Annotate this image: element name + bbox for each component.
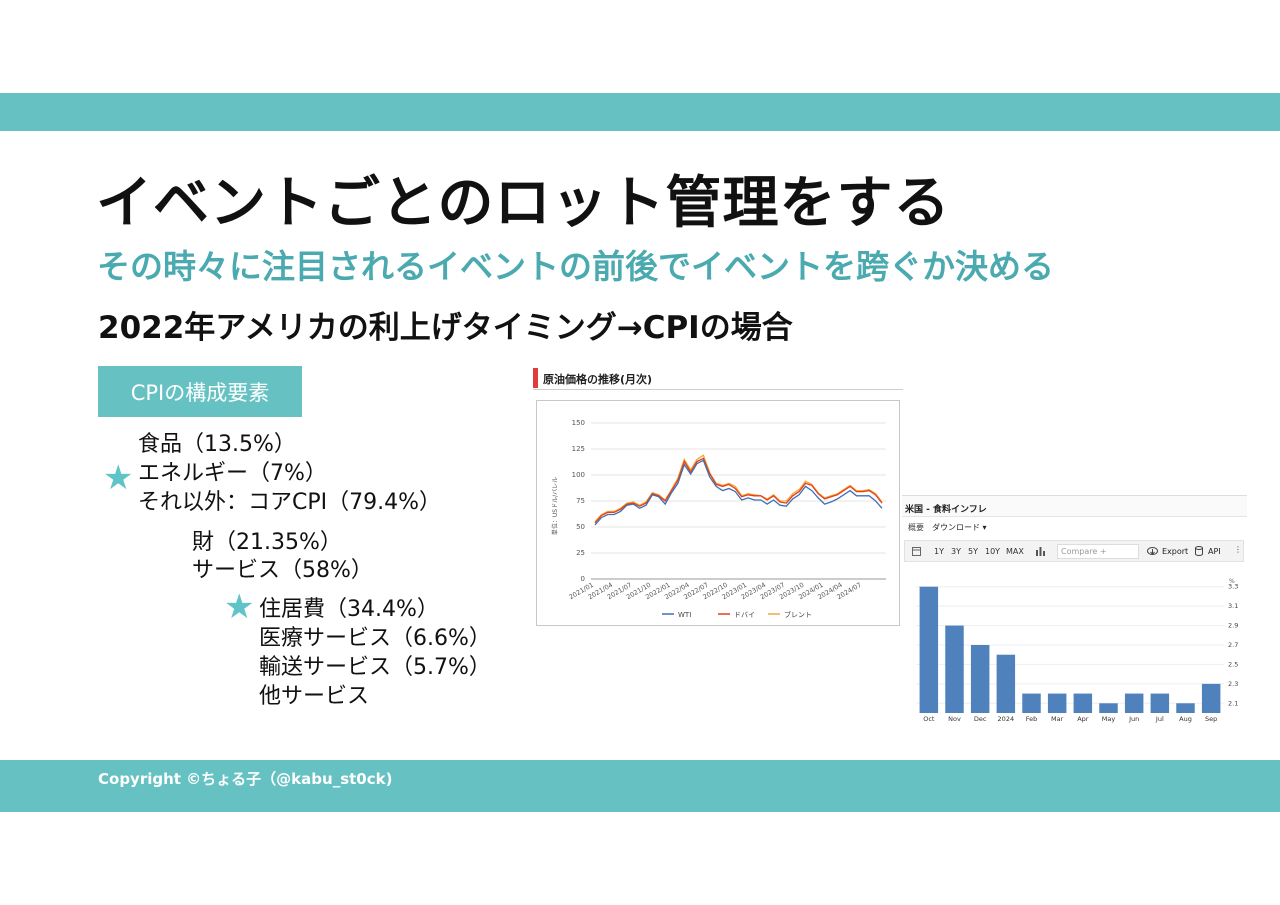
compare-input[interactable]: Compare +: [1057, 544, 1139, 559]
inflation-bar: [1124, 693, 1144, 713]
copyright-text: Copyright ©ちょる子（@kabu_st0ck): [98, 770, 393, 788]
oil-ytick-label: 75: [576, 497, 585, 505]
oil-chart-title: 原油価格の推移(月次): [543, 373, 653, 386]
food-inflation-panel: 米国 - 食料インフレ 概要 ダウンロード ▾ 1Y 3Y 5Y 10Y MAX…: [902, 495, 1247, 727]
inflation-bar: [1176, 703, 1195, 713]
oil-ytick-label: 50: [576, 523, 585, 531]
chart-toolbar: 1Y 3Y 5Y 10Y MAX Compare + Export API ⋮: [904, 540, 1244, 562]
inflation-bar: [1022, 693, 1041, 713]
oil-chart-ylabel: 単位：USドル/バレル: [551, 477, 559, 535]
oil-price-chart: 単位：USドル/バレル 02550751001251502021/012021/…: [551, 419, 886, 619]
cpi-item-core: それ以外：コアCPI（79.4%）: [138, 490, 442, 515]
inflation-ytick-label: 2.9: [1228, 622, 1238, 630]
inflation-ytick-label: 2.7: [1228, 641, 1238, 649]
range-5y-button[interactable]: 5Y: [968, 547, 978, 556]
cpi-item-other: 他サービス: [259, 684, 370, 709]
star-icon: ★: [224, 587, 255, 627]
slide-title: イベントごとのロット管理をする: [96, 171, 951, 236]
star-icon: ★: [103, 458, 134, 498]
oil-ytick-label: 125: [572, 445, 585, 453]
oil-series-line-2: [594, 454, 883, 523]
cpi-item-services: サービス（58%）: [192, 558, 373, 583]
oil-chart-rule: [533, 389, 903, 390]
oil-chart-frame: [536, 400, 900, 626]
range-3y-button[interactable]: 3Y: [951, 547, 961, 556]
inflation-chart-unit: %: [1229, 578, 1235, 585]
inflation-category-label: Dec: [974, 715, 987, 723]
oil-legend-label: ドバイ: [734, 611, 755, 619]
inflation-bar: [919, 586, 939, 713]
inflation-ytick-label: 2.1: [1228, 699, 1238, 707]
overview-tab[interactable]: 概要: [908, 523, 924, 532]
slide-heading: 2022年アメリカの利上げタイミング→CPIの場合: [98, 310, 793, 346]
inflation-panel-title: 米国 - 食料インフレ: [902, 495, 1247, 517]
inflation-category-label: Apr: [1077, 715, 1089, 723]
inflation-bar: [996, 654, 1016, 713]
cpi-components-tag: CPIの構成要素: [98, 366, 302, 417]
oil-ytick-label: 150: [572, 419, 585, 427]
top-accent-band: [0, 93, 1280, 131]
cpi-item-food: 食品（13.5%）: [138, 432, 296, 457]
range-max-button[interactable]: MAX: [1006, 547, 1024, 556]
cpi-item-goods: 財（21.35%）: [192, 530, 342, 555]
database-icon[interactable]: [1195, 546, 1203, 556]
inflation-ytick-label: 2.3: [1228, 680, 1238, 688]
range-10y-button[interactable]: 10Y: [985, 547, 1001, 556]
inflation-category-label: Aug: [1179, 715, 1192, 723]
inflation-category-label: Jun: [1128, 715, 1139, 723]
download-dropdown[interactable]: ダウンロード ▾: [932, 523, 987, 532]
bar-chart-icon[interactable]: [1036, 546, 1045, 556]
inflation-bar: [1099, 703, 1118, 713]
inflation-category-label: 2024: [998, 715, 1015, 723]
inflation-bar: [970, 645, 990, 713]
inflation-bar: [1047, 693, 1067, 713]
inflation-category-label: Jul: [1155, 715, 1164, 723]
inflation-bar: [1150, 693, 1170, 713]
oil-series-line-0: [594, 459, 883, 526]
inflation-bar: [1073, 693, 1093, 713]
inflation-category-label: Mar: [1051, 715, 1064, 723]
inflation-category-label: Oct: [923, 715, 935, 723]
oil-chart-title-bar: [533, 368, 538, 388]
bottom-accent-band: [0, 760, 1280, 812]
api-button[interactable]: API: [1208, 547, 1221, 556]
export-button[interactable]: Export: [1162, 547, 1189, 556]
range-1y-button[interactable]: 1Y: [934, 547, 944, 556]
inflation-bar: [1201, 683, 1221, 713]
slide-subtitle: その時々に注目されるイベントの前後でイベントを跨ぐか決める: [97, 247, 1054, 286]
calendar-icon[interactable]: [912, 546, 921, 556]
cpi-item-medical: 医療サービス（6.6%）: [259, 626, 491, 651]
inflation-ytick-label: 3.1: [1228, 602, 1238, 610]
inflation-bar: [945, 625, 964, 713]
oil-legend-label: WTI: [678, 611, 691, 619]
inflation-category-label: Sep: [1205, 715, 1217, 723]
more-menu-icon[interactable]: ⋮: [1234, 545, 1242, 554]
cpi-item-shelter: 住居費（34.4%）: [259, 597, 439, 622]
inflation-category-label: Nov: [948, 715, 961, 723]
cpi-item-energy: エネルギー（7%）: [138, 461, 327, 486]
food-inflation-chart: % 3.3 3.1 2.9 2.7 2.5 2.3 2.1 Oct Nov Dec 2024 Feb M…: [916, 578, 1238, 723]
oil-ytick-label: 0: [581, 575, 585, 583]
inflation-ytick-label: 3.3: [1228, 583, 1238, 591]
oil-ytick-label: 100: [572, 471, 585, 479]
cloud-download-icon[interactable]: [1147, 546, 1158, 556]
oil-series-line-1: [594, 457, 883, 524]
oil-legend-label: ブレント: [784, 610, 812, 619]
inflation-ytick-label: 2.5: [1228, 660, 1238, 668]
inflation-category-label: May: [1102, 715, 1116, 723]
oil-ytick-label: 25: [576, 549, 585, 557]
inflation-category-label: Feb: [1026, 715, 1038, 723]
cpi-item-transport: 輸送サービス（5.7%）: [259, 655, 491, 680]
